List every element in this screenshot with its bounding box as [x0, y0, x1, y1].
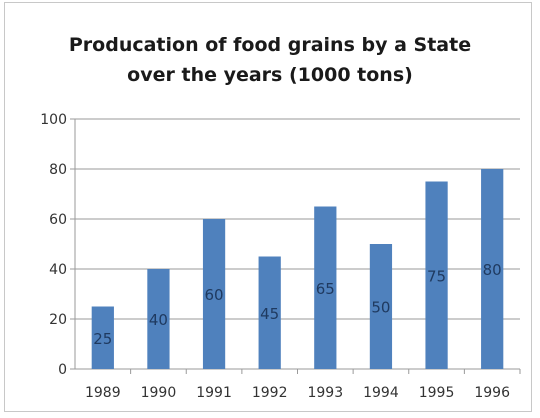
- data-label-1989: 25: [93, 330, 112, 348]
- data-label-1992: 45: [260, 305, 279, 323]
- data-label-1990: 40: [149, 311, 168, 329]
- data-label-1993: 65: [316, 280, 335, 298]
- bar-1995: [425, 181, 448, 369]
- x-tick-label-1995: 1995: [419, 385, 455, 401]
- y-tick-label: 0: [58, 362, 67, 378]
- bar-1996: [481, 169, 504, 369]
- x-tick-label-1994: 1994: [363, 385, 399, 401]
- bar-1993: [314, 206, 337, 369]
- bar-1992: [258, 256, 281, 369]
- x-tick-label-1991: 1991: [196, 385, 232, 401]
- y-tick-label: 80: [49, 162, 67, 178]
- data-label-1996: 80: [483, 261, 502, 279]
- chart-title-line-2: over the years (1000 tons): [127, 64, 413, 86]
- bar-1989: [91, 306, 114, 369]
- x-tick-label-1989: 1989: [85, 385, 121, 401]
- data-label-1991: 60: [205, 286, 224, 304]
- x-tick-label-1992: 1992: [252, 385, 288, 401]
- bar-1991: [202, 219, 226, 369]
- data-label-1994: 50: [371, 299, 390, 317]
- bar-1990: [147, 269, 170, 369]
- y-tick-label: 100: [40, 112, 67, 128]
- y-tick-label: 60: [49, 212, 67, 228]
- chart-title: Producation of food grains by a State ov…: [0, 30, 540, 90]
- x-tick-label-1990: 1990: [141, 385, 177, 401]
- chart-title-line-1: Producation of food grains by a State: [68, 34, 472, 56]
- x-tick-label-1996: 1996: [474, 385, 510, 401]
- x-tick-label-1993: 1993: [307, 385, 343, 401]
- bar-1994: [369, 244, 393, 369]
- data-label-1995: 75: [427, 267, 446, 285]
- y-tick-label: 40: [49, 262, 67, 278]
- y-tick-label: 20: [49, 312, 67, 328]
